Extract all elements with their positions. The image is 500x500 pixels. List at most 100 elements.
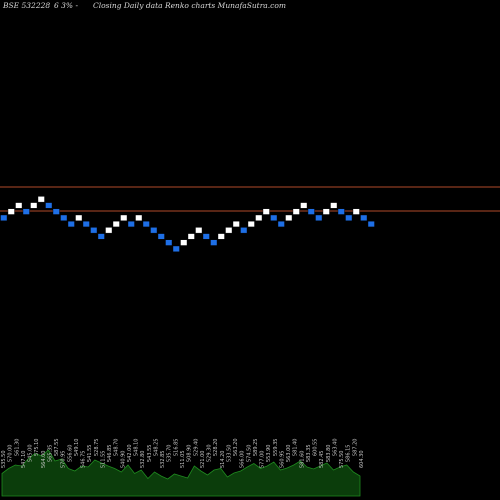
volume-price-label: 570.95 bbox=[61, 451, 67, 469]
volume-price-label: 574.50 bbox=[246, 445, 252, 463]
renko-brick-down bbox=[157, 233, 165, 240]
volume-price-label: 545.00 bbox=[28, 445, 34, 463]
volume-price-label: 529.40 bbox=[193, 439, 199, 457]
renko-brick-down bbox=[0, 214, 8, 221]
renko-brick-down bbox=[97, 233, 105, 240]
volume-price-label: 548.25 bbox=[154, 439, 160, 457]
volume-price-label: 548.70 bbox=[114, 439, 120, 457]
renko-brick-up bbox=[7, 208, 15, 215]
volume-price-label: 549.10 bbox=[74, 439, 80, 457]
renko-brick-up bbox=[232, 220, 240, 228]
volume-price-label: 528.20 bbox=[213, 439, 219, 457]
renko-brick-down bbox=[202, 233, 210, 240]
volume-price-label: 577.00 bbox=[260, 451, 266, 469]
renko-brick-up bbox=[225, 227, 233, 234]
renko-brick-up bbox=[300, 202, 308, 209]
volume-price-label: 589.25 bbox=[253, 439, 259, 457]
volume-price-label: 560.95 bbox=[279, 451, 285, 469]
volume-price-label: 532.80 bbox=[140, 451, 146, 469]
volume-price-label: 563.20 bbox=[233, 439, 239, 457]
volume-price-label: 587.20 bbox=[352, 439, 358, 457]
volume-price-label: 535.50 bbox=[1, 451, 7, 469]
volume-price-label: 581.60 bbox=[299, 451, 305, 469]
volume-price-label: 583.80 bbox=[326, 445, 332, 463]
renko-brick-down bbox=[367, 220, 375, 228]
volume-price-label: 508.90 bbox=[187, 445, 193, 463]
volume-price-label: 511.55 bbox=[100, 451, 106, 469]
volume-price-label: 582.45 bbox=[319, 451, 325, 469]
renko-brick-up bbox=[120, 214, 128, 221]
renko-brick-up bbox=[352, 208, 360, 215]
volume-price-label: 532.85 bbox=[160, 451, 166, 469]
renko-brick-down bbox=[270, 214, 278, 221]
renko-brick-down bbox=[172, 245, 180, 252]
volume-price-label: 547.10 bbox=[21, 451, 27, 469]
renko-brick-up bbox=[37, 196, 45, 203]
renko-brick-up bbox=[75, 214, 83, 221]
renko-brick-down bbox=[67, 220, 75, 228]
volume-area bbox=[1, 449, 361, 497]
renko-brick-up bbox=[187, 233, 195, 240]
renko-brick-up bbox=[255, 214, 263, 221]
volume-price-label: 511.05 bbox=[180, 451, 186, 469]
renko-brick-up bbox=[247, 220, 255, 228]
volume-price-label: 540.90 bbox=[120, 451, 126, 469]
renko-brick-down bbox=[82, 220, 90, 228]
renko-brick-down bbox=[360, 214, 368, 221]
volume-price-label: 514.20 bbox=[220, 451, 226, 469]
renko-brick-down bbox=[45, 202, 53, 209]
renko-brick-up bbox=[322, 208, 330, 215]
renko-bricks bbox=[0, 196, 375, 252]
renko-brick-down bbox=[337, 208, 345, 215]
renko-brick-up bbox=[112, 220, 120, 228]
renko-brick-up bbox=[217, 233, 225, 240]
renko-brick-up bbox=[262, 208, 270, 215]
volume-price-label: 541.55 bbox=[87, 445, 93, 463]
volume-price-label: 556.60 bbox=[67, 445, 73, 463]
volume-price-label: 533.50 bbox=[226, 445, 232, 463]
volume-price-label: 604.30 bbox=[359, 451, 365, 469]
change-label: 6 3% - bbox=[54, 1, 78, 10]
chart-header: BSE 532228 6 3% - Closing Daily data Ren… bbox=[2, 1, 286, 10]
renko-brick-up bbox=[15, 202, 23, 209]
volume-price-label: 565.35 bbox=[47, 445, 53, 463]
symbol-label: BSE 532228 bbox=[2, 1, 50, 10]
renko-brick-up bbox=[330, 202, 338, 209]
renko-brick-up bbox=[292, 208, 300, 215]
volume-price-label: 564.00 bbox=[41, 451, 47, 469]
renko-brick-down bbox=[277, 220, 285, 228]
volume-price-label: 566.00 bbox=[240, 451, 246, 469]
volume-price-label: 575.50 bbox=[339, 451, 345, 469]
chart-title: Closing Daily data Renko charts MunafaSu… bbox=[93, 1, 286, 10]
volume-price-label: 583.35 bbox=[306, 445, 312, 463]
renko-brick-up bbox=[105, 227, 113, 234]
volume-price-label: 553.90 bbox=[266, 445, 272, 463]
renko-brick-up bbox=[180, 239, 188, 246]
volume-price-label: 521.00 bbox=[200, 451, 206, 469]
renko-brick-up bbox=[30, 202, 38, 209]
renko-brick-down bbox=[307, 208, 315, 215]
renko-brick-down bbox=[345, 214, 353, 221]
volume-price-label: 543.55 bbox=[147, 445, 153, 463]
volume-price-label: 548.10 bbox=[134, 439, 140, 457]
volume-price-label: 516.85 bbox=[173, 439, 179, 457]
volume-price-label: 529.30 bbox=[207, 445, 213, 463]
renko-brick-down bbox=[315, 214, 323, 221]
volume-price-label: 559.35 bbox=[273, 439, 279, 457]
volume-price-label: 575.10 bbox=[34, 439, 40, 457]
volume-price-label: 535.70 bbox=[167, 445, 173, 463]
renko-brick-up bbox=[195, 227, 203, 234]
renko-brick-down bbox=[142, 220, 150, 228]
renko-brick-up bbox=[285, 214, 293, 221]
volume-price-label: 546.85 bbox=[107, 445, 113, 463]
renko-brick-up bbox=[135, 214, 143, 221]
volume-price-label: 586.15 bbox=[346, 445, 352, 463]
renko-brick-down bbox=[165, 239, 173, 246]
renko-brick-down bbox=[22, 208, 30, 215]
renko-brick-down bbox=[52, 208, 60, 215]
level-lines bbox=[0, 186, 500, 212]
volume-price-label: 563.00 bbox=[286, 445, 292, 463]
